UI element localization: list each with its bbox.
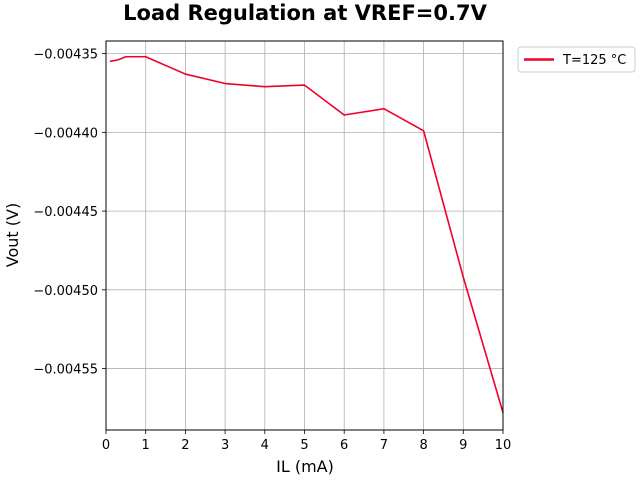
y-axis: −0.00435 −0.00440 −0.00445 −0.00450 −0.00455 <box>33 48 106 378</box>
x-tick-label: 9 <box>459 438 467 453</box>
x-tick-label: 7 <box>380 438 388 453</box>
y-axis-label: Vout (V) <box>3 203 22 267</box>
series-layer <box>109 55 504 413</box>
y-tick-label: −0.00450 <box>33 284 98 299</box>
x-axis-label: IL (mA) <box>276 457 334 476</box>
legend: T=125 °C <box>517 46 636 73</box>
x-axis: 0 1 2 3 4 5 6 7 8 9 10 <box>102 430 511 453</box>
x-tick-label: 4 <box>261 438 269 453</box>
x-tick-label: 0 <box>102 438 110 453</box>
x-tick-label: 10 <box>495 438 512 453</box>
legend-box <box>517 46 636 73</box>
y-tick-label: −0.00445 <box>33 205 98 220</box>
x-tick-label: 5 <box>300 438 308 453</box>
x-tick-label: 3 <box>221 438 229 453</box>
x-tick-label: 8 <box>419 438 427 453</box>
legend-label: T=125 °C <box>562 53 626 68</box>
x-tick-label: 6 <box>340 438 348 453</box>
y-tick-label: −0.00440 <box>33 126 98 141</box>
y-tick-label: −0.00435 <box>33 48 98 63</box>
x-tick-label: 1 <box>142 438 150 453</box>
series-line <box>109 55 504 413</box>
grid <box>105 41 504 430</box>
x-tick-label: 2 <box>181 438 189 453</box>
chart-title: Load Regulation at VREF=0.7V <box>123 1 487 25</box>
y-tick-label: −0.00455 <box>33 363 98 378</box>
